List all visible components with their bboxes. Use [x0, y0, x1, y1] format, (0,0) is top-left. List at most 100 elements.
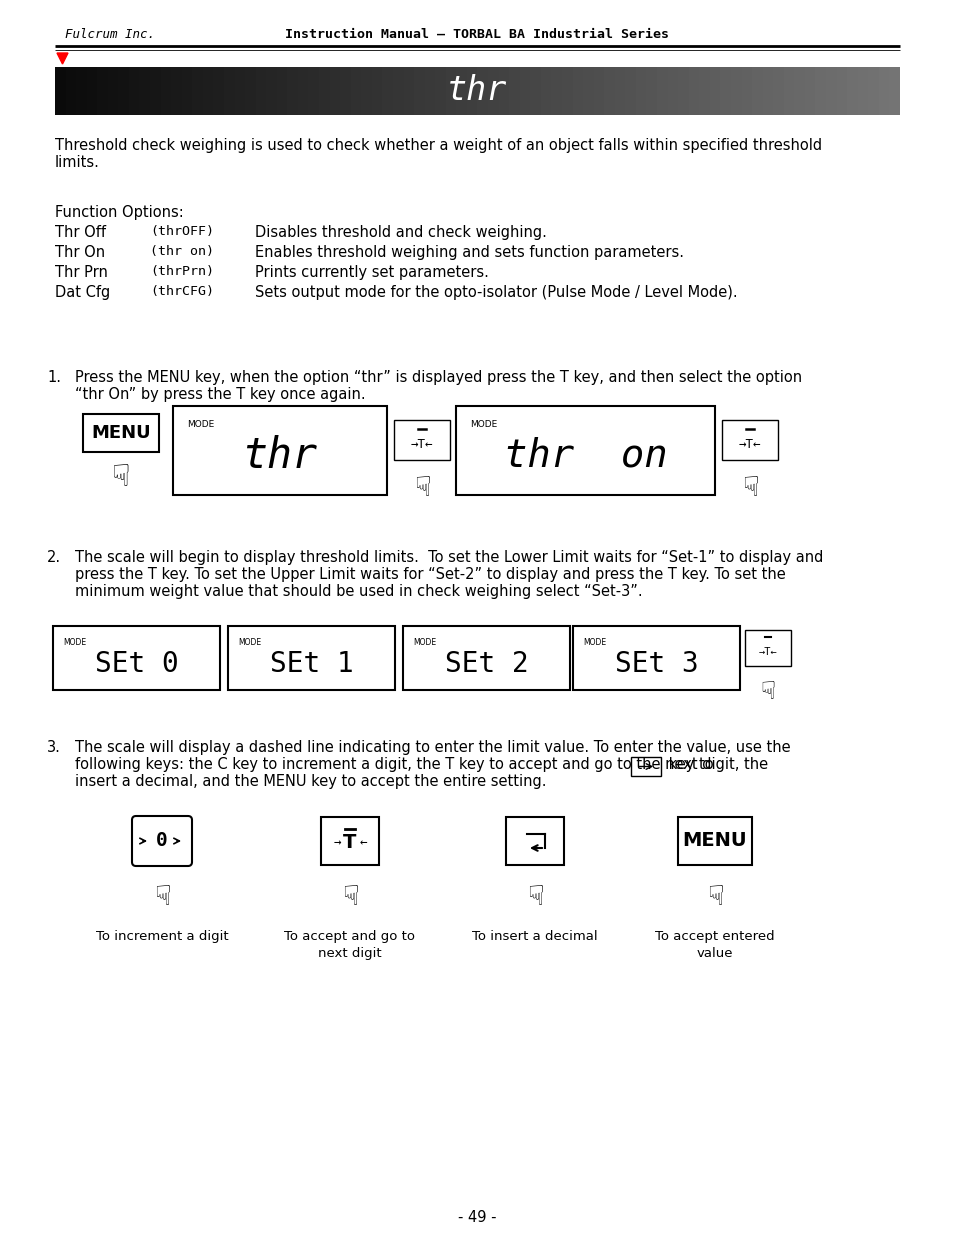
Text: (thrOFF): (thrOFF): [150, 225, 213, 238]
FancyBboxPatch shape: [97, 67, 109, 115]
FancyBboxPatch shape: [646, 67, 657, 115]
Text: “thr On” by press the T key once again.: “thr On” by press the T key once again.: [75, 387, 365, 403]
FancyBboxPatch shape: [720, 67, 731, 115]
Text: To accept and go to
next digit: To accept and go to next digit: [284, 930, 416, 960]
Text: Dat Cfg: Dat Cfg: [55, 285, 111, 300]
FancyBboxPatch shape: [403, 67, 415, 115]
Text: Press the MENU key, when the option “thr” is displayed press the T key, and then: Press the MENU key, when the option “thr…: [75, 370, 801, 385]
FancyBboxPatch shape: [445, 67, 456, 115]
Polygon shape: [57, 53, 68, 64]
FancyBboxPatch shape: [414, 67, 425, 115]
FancyBboxPatch shape: [721, 420, 778, 459]
Text: 1.: 1.: [47, 370, 61, 385]
FancyBboxPatch shape: [709, 67, 720, 115]
Text: Enables threshold weighing and sets function parameters.: Enables threshold weighing and sets func…: [254, 245, 683, 261]
FancyBboxPatch shape: [203, 67, 213, 115]
Text: Thr On: Thr On: [55, 245, 105, 261]
FancyBboxPatch shape: [657, 67, 667, 115]
FancyBboxPatch shape: [466, 67, 477, 115]
Text: thr: thr: [446, 74, 507, 107]
Text: MODE: MODE: [470, 420, 497, 429]
Text: - 49 -: - 49 -: [457, 1210, 496, 1225]
FancyBboxPatch shape: [572, 67, 583, 115]
FancyBboxPatch shape: [477, 67, 488, 115]
FancyBboxPatch shape: [129, 67, 140, 115]
FancyBboxPatch shape: [435, 67, 446, 115]
FancyBboxPatch shape: [132, 816, 192, 866]
FancyBboxPatch shape: [678, 818, 751, 864]
FancyBboxPatch shape: [867, 67, 879, 115]
FancyBboxPatch shape: [540, 67, 552, 115]
FancyBboxPatch shape: [150, 67, 161, 115]
Text: The scale will display a dashed line indicating to enter the limit value. To ent: The scale will display a dashed line ind…: [75, 740, 790, 755]
FancyBboxPatch shape: [456, 67, 467, 115]
Text: following keys: the C key to increment a digit, the T key to accept and go to th: following keys: the C key to increment a…: [75, 757, 772, 772]
Text: Prints currently set parameters.: Prints currently set parameters.: [254, 266, 488, 280]
FancyBboxPatch shape: [266, 67, 277, 115]
Text: 2.: 2.: [47, 550, 61, 564]
Text: thr  on: thr on: [503, 436, 666, 474]
FancyBboxPatch shape: [393, 67, 404, 115]
Text: →T←: →T←: [758, 647, 777, 657]
FancyBboxPatch shape: [603, 67, 615, 115]
Text: Instruction Manual – TORBAL BA Industrial Series: Instruction Manual – TORBAL BA Industria…: [285, 27, 668, 41]
FancyBboxPatch shape: [630, 757, 660, 776]
FancyBboxPatch shape: [228, 626, 395, 690]
FancyBboxPatch shape: [276, 67, 288, 115]
Text: SEt 1: SEt 1: [270, 650, 353, 678]
Text: key to: key to: [663, 757, 713, 772]
Text: ☟: ☟: [526, 883, 543, 911]
FancyBboxPatch shape: [573, 626, 740, 690]
FancyBboxPatch shape: [118, 67, 130, 115]
FancyBboxPatch shape: [551, 67, 562, 115]
Text: (thrCFG): (thrCFG): [150, 285, 213, 298]
FancyBboxPatch shape: [193, 67, 203, 115]
FancyBboxPatch shape: [66, 67, 76, 115]
FancyBboxPatch shape: [160, 67, 172, 115]
FancyBboxPatch shape: [394, 420, 450, 459]
Text: ☟: ☟: [153, 883, 171, 911]
FancyBboxPatch shape: [678, 67, 688, 115]
FancyBboxPatch shape: [340, 67, 351, 115]
Text: limits.: limits.: [55, 156, 100, 170]
Text: 0: 0: [156, 831, 168, 851]
Text: ←: ←: [359, 836, 366, 850]
Text: MODE: MODE: [187, 420, 214, 429]
Text: ☟: ☟: [112, 463, 131, 493]
Text: Function Options:: Function Options:: [55, 205, 184, 220]
Text: →T←: →T←: [738, 437, 760, 451]
Text: (thrPrn): (thrPrn): [150, 266, 213, 278]
Text: To increment a digit: To increment a digit: [95, 930, 228, 944]
Text: ☟: ☟: [760, 680, 775, 704]
Text: ☟: ☟: [341, 883, 358, 911]
FancyBboxPatch shape: [688, 67, 700, 115]
FancyBboxPatch shape: [330, 67, 340, 115]
FancyBboxPatch shape: [846, 67, 858, 115]
Text: insert a decimal, and the MENU key to accept the entire setting.: insert a decimal, and the MENU key to ac…: [75, 774, 546, 789]
FancyBboxPatch shape: [751, 67, 762, 115]
FancyBboxPatch shape: [783, 67, 794, 115]
FancyBboxPatch shape: [351, 67, 361, 115]
Text: thr: thr: [242, 435, 317, 477]
Text: The scale will begin to display threshold limits.  To set the Lower Limit waits : The scale will begin to display threshol…: [75, 550, 822, 564]
FancyBboxPatch shape: [744, 630, 790, 666]
FancyBboxPatch shape: [87, 67, 97, 115]
FancyBboxPatch shape: [667, 67, 678, 115]
Text: SEt 3: SEt 3: [614, 650, 698, 678]
FancyBboxPatch shape: [361, 67, 372, 115]
FancyBboxPatch shape: [836, 67, 847, 115]
FancyBboxPatch shape: [593, 67, 604, 115]
FancyBboxPatch shape: [878, 67, 889, 115]
Text: To accept entered
value: To accept entered value: [655, 930, 774, 960]
FancyBboxPatch shape: [245, 67, 256, 115]
FancyBboxPatch shape: [625, 67, 636, 115]
FancyBboxPatch shape: [172, 406, 387, 495]
FancyBboxPatch shape: [287, 67, 298, 115]
FancyBboxPatch shape: [255, 67, 267, 115]
FancyBboxPatch shape: [614, 67, 625, 115]
FancyBboxPatch shape: [825, 67, 836, 115]
FancyBboxPatch shape: [182, 67, 193, 115]
FancyBboxPatch shape: [83, 414, 159, 452]
FancyBboxPatch shape: [804, 67, 815, 115]
FancyBboxPatch shape: [320, 818, 378, 864]
